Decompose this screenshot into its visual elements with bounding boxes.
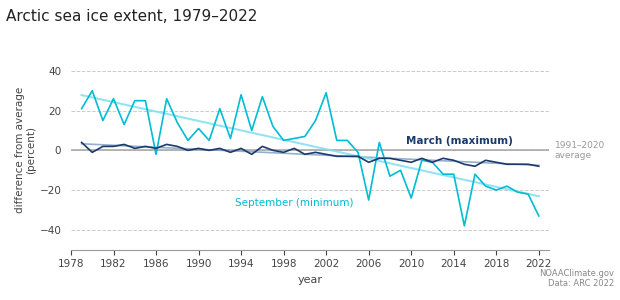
Text: March (maximum): March (maximum) xyxy=(406,136,513,146)
Text: NOAAClimate.gov
Data: ARC 2022: NOAAClimate.gov Data: ARC 2022 xyxy=(539,268,614,288)
X-axis label: year: year xyxy=(298,275,322,285)
Text: Arctic sea ice extent, 1979–2022: Arctic sea ice extent, 1979–2022 xyxy=(6,9,257,24)
Text: September (minimum): September (minimum) xyxy=(235,198,353,208)
Text: 1991–2020
average: 1991–2020 average xyxy=(555,141,605,160)
Y-axis label: difference from average
(percent): difference from average (percent) xyxy=(15,87,37,214)
